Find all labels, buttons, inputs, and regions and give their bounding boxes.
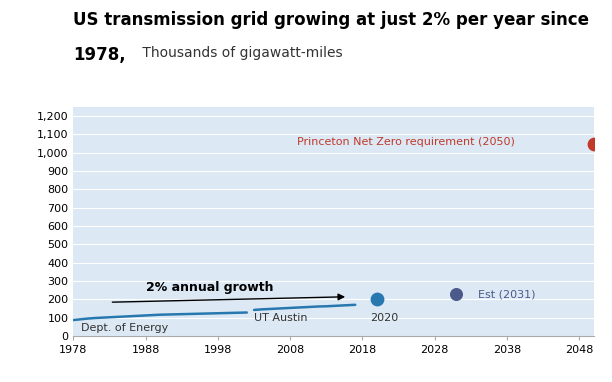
Text: Thousands of gigawatt-miles: Thousands of gigawatt-miles	[138, 46, 342, 60]
Text: 2% annual growth: 2% annual growth	[146, 281, 273, 294]
Point	[589, 141, 599, 147]
Point	[372, 296, 382, 303]
Text: 1978,: 1978,	[73, 46, 126, 64]
Text: 2020: 2020	[370, 313, 398, 323]
Text: Princeton Net Zero requirement (2050): Princeton Net Zero requirement (2050)	[297, 137, 515, 147]
Point	[452, 291, 461, 298]
Text: Dept. of Energy: Dept. of Energy	[81, 323, 168, 333]
Text: Est (2031): Est (2031)	[478, 289, 536, 299]
Text: US transmission grid growing at just 2% per year since: US transmission grid growing at just 2% …	[73, 11, 589, 29]
Text: UT Austin: UT Austin	[254, 313, 308, 323]
